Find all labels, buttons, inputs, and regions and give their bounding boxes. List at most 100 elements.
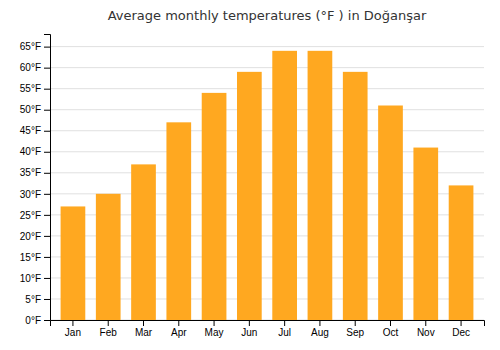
y-tick: 5°F (25, 294, 50, 305)
y-tick-mark (44, 215, 50, 216)
grid (50, 47, 484, 320)
y-tick-label: 50°F (20, 104, 41, 115)
x-tick-mark (249, 320, 250, 326)
x-tick-label: Aug (311, 327, 329, 338)
x-tick: Jun (241, 320, 257, 338)
bar (61, 206, 86, 320)
y-tick: 25°F (20, 210, 50, 221)
y-tick-mark (44, 68, 50, 69)
x-tick: Mar (135, 320, 153, 338)
grid-line (50, 46, 484, 47)
y-tick: 60°F (20, 62, 50, 73)
y-tick: 35°F (20, 167, 50, 178)
y-tick-mark (44, 89, 50, 90)
x-tick-mark (178, 320, 179, 326)
x-tick-mark (214, 320, 215, 326)
plot: 0°F 5°F 10°F 15°F 20°F 25°F 30°F 35°F 40°F 45°F 50… (20, 35, 485, 339)
y-tick-label: 25°F (20, 210, 41, 221)
y-tick-mark (44, 278, 50, 279)
chart: 0°F 5°F 10°F 15°F 20°F 25°F 30°F 35°F 40°F 45°F 50… (0, 0, 500, 350)
y-tick-mark (44, 194, 50, 195)
x-tick: Nov (417, 320, 435, 338)
y-tick-mark (44, 257, 50, 258)
x-tick-label: Sep (346, 327, 364, 338)
x-tick-label: Feb (100, 327, 118, 338)
y-tick-mark (44, 299, 50, 300)
grid-line (50, 67, 484, 68)
y-tick: 65°F (20, 41, 50, 52)
bar (449, 185, 474, 320)
x-axis-line (51, 321, 485, 327)
x-axis: Jan Feb Mar Apr May Jun Jul Aug Sep Oct Nov Dec (51, 320, 485, 338)
y-tick-mark (44, 47, 50, 48)
y-tick: 30°F (20, 189, 50, 200)
x-tick: Dec (452, 320, 470, 338)
y-tick-label: 0°F (25, 315, 41, 326)
grid-line (50, 130, 484, 131)
x-tick-mark (284, 320, 285, 326)
y-tick-mark (44, 131, 50, 132)
title: Average monthly temperatures (°F ) in Do… (108, 8, 427, 23)
x-tick-mark (425, 320, 426, 326)
bar (166, 122, 191, 320)
x-tick: Feb (100, 320, 118, 338)
x-tick: May (205, 320, 224, 338)
x-tick-mark (143, 320, 144, 326)
y-tick: 40°F (20, 146, 50, 157)
y-tick-label: 55°F (20, 83, 41, 94)
x-tick: Jan (65, 320, 81, 338)
y-tick: 0°F (25, 315, 50, 326)
grid-line (50, 88, 484, 89)
y-tick-mark (44, 320, 50, 321)
x-tick-label: Oct (383, 327, 399, 338)
bar (131, 164, 156, 320)
bar (202, 93, 227, 320)
bar (378, 106, 403, 321)
x-tick-label: Jul (278, 327, 291, 338)
x-tick: Apr (171, 320, 187, 338)
x-tick: Sep (346, 320, 364, 338)
x-tick-label: May (205, 327, 224, 338)
y-tick: 50°F (20, 104, 50, 115)
y-tick-label: 60°F (20, 62, 41, 73)
bar (413, 148, 438, 320)
x-tick-mark (108, 320, 109, 326)
y-tick: 15°F (20, 252, 50, 263)
x-tick-label: Mar (135, 327, 153, 338)
y-tick: 45°F (20, 125, 50, 136)
x-tick-label: Apr (171, 327, 187, 338)
y-tick-mark (44, 236, 50, 237)
x-tick: Aug (311, 320, 329, 338)
grid-line (50, 109, 484, 110)
y-tick-label: 15°F (20, 252, 41, 263)
y-axis: 0°F 5°F 10°F 15°F 20°F 25°F 30°F 35°F 40°F 45°F 50… (20, 35, 51, 326)
x-tick-mark (319, 320, 320, 326)
x-tick-label: Nov (417, 327, 435, 338)
y-tick-mark (44, 173, 50, 174)
y-tick: 10°F (20, 273, 50, 284)
y-tick-label: 45°F (20, 125, 41, 136)
bar (308, 51, 333, 320)
bar (272, 51, 297, 320)
y-axis-line (44, 35, 51, 321)
x-tick-mark (390, 320, 391, 326)
y-tick-mark (44, 152, 50, 153)
x-tick: Oct (383, 320, 399, 338)
y-tick-label: 10°F (20, 273, 41, 284)
y-tick-label: 35°F (20, 167, 41, 178)
y-tick-label: 65°F (20, 41, 41, 52)
x-tick-mark (461, 320, 462, 326)
y-tick: 55°F (20, 83, 50, 94)
x-tick-mark (72, 320, 73, 326)
x-tick-label: Dec (452, 327, 470, 338)
x-tick-label: Jan (65, 327, 81, 338)
y-tick-label: 30°F (20, 189, 41, 200)
bar (96, 194, 121, 320)
bars (61, 51, 474, 320)
bar (343, 72, 368, 320)
y-tick-label: 40°F (20, 146, 41, 157)
y-tick-label: 20°F (20, 231, 41, 242)
bar (237, 72, 262, 320)
x-tick-label: Jun (241, 327, 257, 338)
y-tick-mark (44, 110, 50, 111)
